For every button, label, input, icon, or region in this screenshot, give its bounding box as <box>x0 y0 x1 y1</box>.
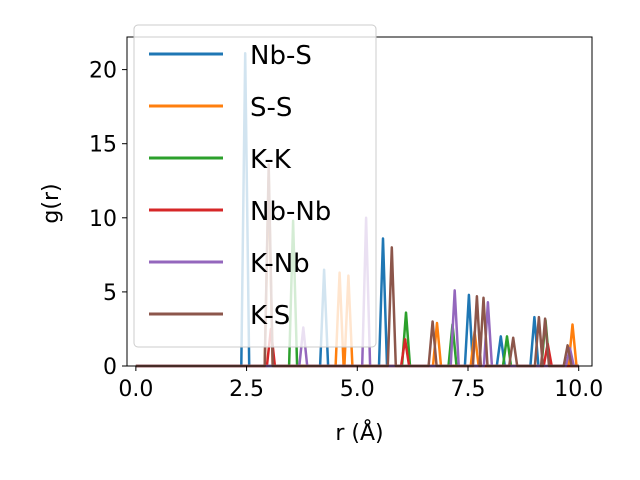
x-axis-label: r (Å) <box>335 419 383 446</box>
ticks-layer: 0.0 2.5 5.0 7.5 10.0 0 5 10 15 20 <box>89 59 603 402</box>
y-axis-label: g(r) <box>39 183 64 223</box>
series-line-k-s <box>135 163 579 368</box>
y-tick-label: 5 <box>103 281 117 306</box>
legend-label: K-Nb <box>250 249 310 279</box>
legend-box <box>133 24 377 348</box>
y-tick-label: 0 <box>103 355 117 380</box>
legend-label: Nb-S <box>250 41 312 71</box>
x-tick-label: 2.5 <box>229 377 264 402</box>
legend-label: K-K <box>250 145 292 175</box>
legend: Nb-S S-S K-K Nb-Nb K-Nb K-S <box>133 24 377 348</box>
x-tick-label: 7.5 <box>451 377 486 402</box>
y-tick-label: 10 <box>89 207 117 232</box>
legend-label: Nb-Nb <box>250 197 331 227</box>
legend-label: K-S <box>250 301 290 331</box>
legend-label: S-S <box>250 93 292 123</box>
y-tick-label: 20 <box>89 59 117 84</box>
x-tick-label: 5.0 <box>340 377 375 402</box>
x-tick-label: 0.0 <box>118 377 153 402</box>
x-tick-label: 10.0 <box>554 377 603 402</box>
y-tick-label: 15 <box>89 133 117 158</box>
series-line-k-nb <box>135 216 579 368</box>
